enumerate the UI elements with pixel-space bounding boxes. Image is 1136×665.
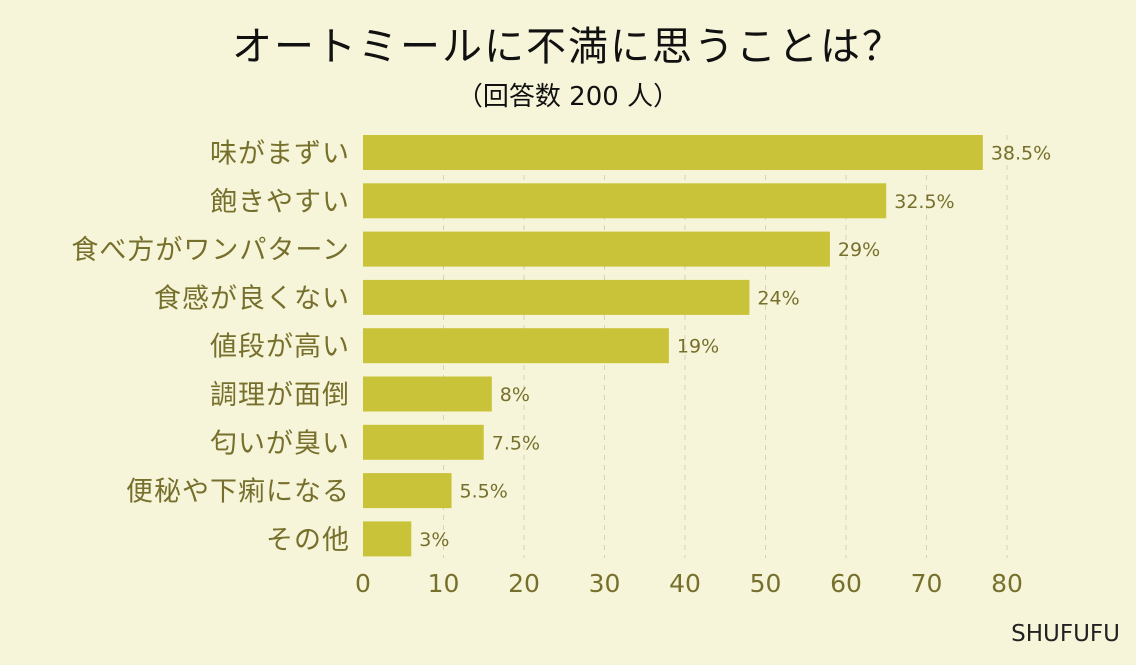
value-labels: 38.5% 32.5% 29% 24% 19% 8% 7.5% 5.5% 3% bbox=[419, 143, 1051, 551]
category-label: その他 bbox=[266, 525, 350, 556]
x-tick-label: 30 bbox=[589, 569, 621, 598]
bar bbox=[363, 424, 484, 460]
brand-logo-text: SHUFUFU bbox=[1011, 621, 1120, 647]
category-label: 匂いが臭い bbox=[210, 428, 350, 459]
x-tick-label: 10 bbox=[428, 569, 460, 598]
x-tick-label: 50 bbox=[750, 569, 782, 598]
bar bbox=[363, 328, 669, 364]
value-label: 29% bbox=[838, 239, 880, 261]
bar bbox=[363, 183, 887, 219]
x-tick-label: 0 bbox=[355, 569, 371, 598]
x-tick-label: 70 bbox=[911, 569, 943, 598]
category-label: 便秘や下痢になる bbox=[126, 477, 350, 508]
value-label: 19% bbox=[677, 336, 719, 358]
category-label: 食べ方がワンパターン bbox=[71, 235, 350, 266]
category-label: 値段が高い bbox=[210, 332, 350, 363]
value-label: 3% bbox=[419, 529, 449, 551]
bar bbox=[363, 473, 452, 509]
category-label: 飽きやすい bbox=[210, 187, 350, 218]
value-label: 7.5% bbox=[492, 432, 540, 454]
value-label: 5.5% bbox=[460, 481, 508, 503]
value-label: 38.5% bbox=[991, 143, 1051, 165]
x-tick-label: 40 bbox=[669, 569, 701, 598]
category-labels: 味がまずい飽きやすい食べ方がワンパターン食感が良くない値段が高い調理が面倒匂いが… bbox=[71, 139, 350, 556]
x-tick-label: 60 bbox=[830, 569, 862, 598]
x-tick-label: 80 bbox=[991, 569, 1023, 598]
chart-subtitle: （回答数 200 人） bbox=[456, 82, 680, 112]
bar bbox=[363, 231, 830, 267]
chart-title: オートミールに不満に思うことは？ bbox=[232, 24, 904, 70]
bars bbox=[363, 135, 983, 557]
category-label: 味がまずい bbox=[210, 139, 350, 170]
x-axis-ticks: 0 10 20 30 40 50 60 70 80 bbox=[355, 569, 1023, 598]
bar bbox=[363, 135, 983, 170]
value-label: 32.5% bbox=[894, 191, 954, 213]
bar bbox=[363, 376, 492, 412]
bar bbox=[363, 521, 412, 557]
x-tick-label: 20 bbox=[508, 569, 540, 598]
bar bbox=[363, 279, 750, 315]
category-label: 食感が良くない bbox=[154, 283, 350, 314]
category-label: 調理が面倒 bbox=[210, 380, 350, 411]
value-label: 8% bbox=[500, 384, 530, 406]
value-label: 24% bbox=[757, 287, 799, 309]
